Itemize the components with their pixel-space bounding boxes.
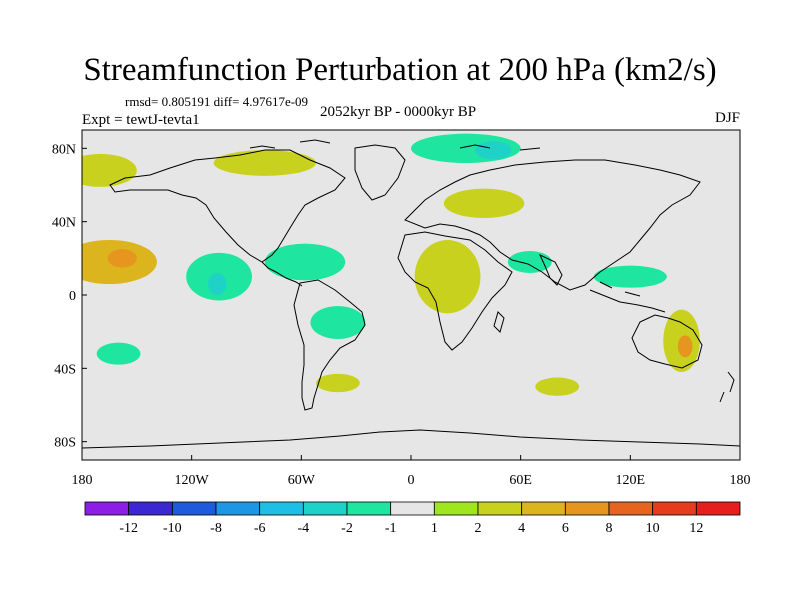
lat-tick-label: 80N — [52, 142, 76, 157]
anomaly-india-arabian-sea — [507, 251, 552, 273]
colorbar-label: 10 — [646, 521, 660, 536]
coast-india — [538, 253, 563, 286]
map-background — [82, 130, 740, 460]
coastlines — [82, 139, 740, 449]
anomaly-australia-core — [677, 335, 693, 358]
lat-tick-label: 40N — [52, 216, 76, 231]
coast-africa — [397, 231, 513, 351]
coast-eurasia — [404, 159, 701, 291]
anomaly-north-pacific-east — [82, 153, 137, 187]
lat-tick-label: 0 — [69, 289, 76, 304]
colorbar-swatch — [302, 501, 348, 516]
colorbar: -12 -10 -8 -6 -4 -2 -1 1 2 4 6 8 10 12 — [84, 501, 741, 536]
anomaly-europe-arctic-core — [474, 141, 512, 160]
lat-tick-label: 40S — [54, 362, 76, 377]
anomaly-north-america-arctic — [213, 150, 316, 176]
anomaly-south-america — [310, 306, 366, 339]
anomaly-subtropical-central-pacific-core — [107, 249, 137, 268]
coast-arctic-islands — [249, 139, 541, 151]
anomaly-southern-atlantic — [315, 373, 360, 393]
colorbar-swatch — [171, 501, 217, 516]
anomaly-maritime-continent — [593, 265, 667, 288]
colorbar-label: -4 — [297, 521, 309, 536]
colorbar-label: -2 — [341, 521, 353, 536]
coast-greenland — [354, 144, 406, 201]
lat-tick-label: 80S — [54, 436, 76, 451]
colorbar-label: 2 — [475, 521, 482, 536]
coast-maritime — [589, 281, 666, 313]
colorbar-swatch — [215, 501, 261, 516]
colorbar-swatch — [346, 501, 392, 516]
colorbar-label: 1 — [431, 521, 438, 536]
anomaly-central-asia — [443, 188, 525, 218]
axis-ticks: 80N 40N 0 40S 80S 180 120W 60W 0 60E 120E 180 — [52, 142, 751, 488]
stats-text: rmsd= 0.805191 diff= 4.97617e-09 — [125, 94, 309, 109]
colorbar-swatch — [521, 501, 566, 516]
lon-tick-label: 60W — [288, 473, 316, 488]
coast-antarctica — [82, 429, 740, 449]
colorbar-swatch — [433, 501, 479, 516]
colorbar-swatch — [84, 501, 130, 516]
experiment-text: Expt = tewtJ-tevta1 — [82, 112, 200, 128]
colorbar-label: -1 — [385, 521, 397, 536]
colorbar-swatch — [128, 501, 173, 516]
colorbar-label: 6 — [562, 521, 569, 536]
lon-tick-label: 180 — [730, 473, 751, 488]
lon-tick-label: 120W — [175, 473, 210, 488]
colorbar-label: 4 — [518, 521, 525, 536]
lon-tick-label: 60E — [509, 473, 532, 488]
colorbar-swatch — [564, 501, 610, 516]
coast-australia — [631, 314, 703, 369]
chart-title: Streamfunction Perturbation at 200 hPa (… — [83, 52, 717, 88]
coast-madagascar — [493, 311, 505, 333]
lon-tick-label: 0 — [408, 473, 415, 488]
coast-new-zealand — [719, 371, 735, 403]
colorbar-swatch — [477, 501, 523, 516]
colorbar-swatch — [259, 501, 304, 516]
anomaly-southern-indian — [535, 377, 580, 396]
colorbar-label: -6 — [254, 521, 266, 536]
lon-tick-label: 180 — [72, 473, 93, 488]
lon-tick-label: 120E — [616, 473, 646, 488]
colorbar-swatch — [390, 501, 435, 516]
colorbar-label: 8 — [606, 521, 613, 536]
colorbar-swatch — [652, 501, 697, 516]
anomaly-caribbean-atlantic — [264, 243, 346, 281]
coast-north-america — [109, 149, 346, 263]
season-text: DJF — [714, 110, 740, 126]
period-text: 2052kyr BP - 0000kyr BP — [320, 104, 477, 120]
anomaly-eastern-pacific-core — [208, 273, 227, 295]
colorbar-label: -8 — [210, 521, 222, 536]
colorbar-swatch — [608, 501, 654, 516]
colorbar-label: 12 — [689, 521, 703, 536]
colorbar-label: -10 — [163, 521, 182, 536]
anomaly-south-pacific — [96, 342, 141, 365]
colorbar-swatch — [695, 501, 741, 516]
anomaly-north-africa — [414, 239, 481, 314]
coast-south-america — [293, 279, 366, 411]
colorbar-label: -12 — [119, 521, 138, 536]
coast-central-america — [261, 261, 303, 287]
